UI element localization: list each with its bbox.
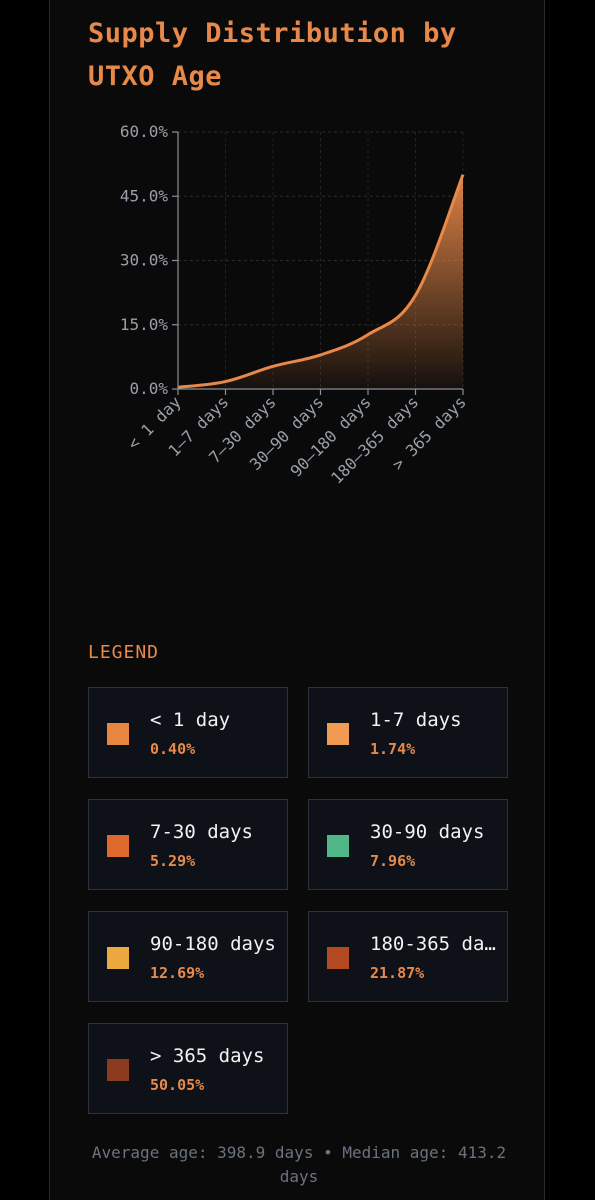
legend-swatch [327,835,349,857]
series-line [177,174,465,389]
legend-item: > 365 days 50.05% [88,1023,288,1114]
y-tick-label-3: 45.0% [120,186,169,205]
legend-swatch [327,723,349,745]
legend-item-name: 7-30 days [150,821,253,843]
legend-item-name: 180-365 days [370,933,500,955]
legend-swatch [107,1059,129,1081]
legend-item: 1-7 days 1.74% [308,687,508,778]
legend-swatch [107,947,129,969]
legend-item-value: 0.40% [150,740,196,758]
legend-swatch [327,947,349,969]
legend-item-value: 1.74% [370,740,416,758]
legend-item-value: 5.29% [150,852,196,870]
legend-item-value: 21.87% [370,964,425,982]
legend-item-name: 1-7 days [370,709,462,731]
legend-item: 30-90 days 7.96% [308,799,508,890]
legend-item-value: 7.96% [370,852,416,870]
legend-item-name: > 365 days [150,1045,265,1067]
legend-item-name: 90-180 days [150,933,276,955]
legend-item: 180-365 days 21.87% [308,911,508,1002]
legend-item: 90-180 days 12.69% [88,911,288,1002]
chart-panel: Supply Distribution by UTXO Age 0.0% 15.0… [49,0,545,1200]
legend-heading: LEGEND [88,642,160,663]
age-summary: Average age: 398.9 days • Median age: 41… [91,1143,507,1186]
chart-title: Supply Distribution by UTXO Age [88,18,457,92]
y-tick-label-4: 60.0% [120,122,169,141]
y-tick-label-0: 0.0% [129,379,168,398]
legend-item-value: 12.69% [150,964,205,982]
legend-item-name: 30-90 days [370,821,485,843]
legend-swatch [107,835,129,857]
y-tick-label-2: 30.0% [120,251,169,270]
legend-swatch [107,723,129,745]
legend-item-name: < 1 day [150,709,231,731]
series-area [178,174,463,389]
legend-item: < 1 day 0.40% [88,687,288,778]
legend-item: 7-30 days 5.29% [88,799,288,890]
legend-item-value: 50.05% [150,1076,205,1094]
y-tick-label-1: 15.0% [120,315,169,334]
